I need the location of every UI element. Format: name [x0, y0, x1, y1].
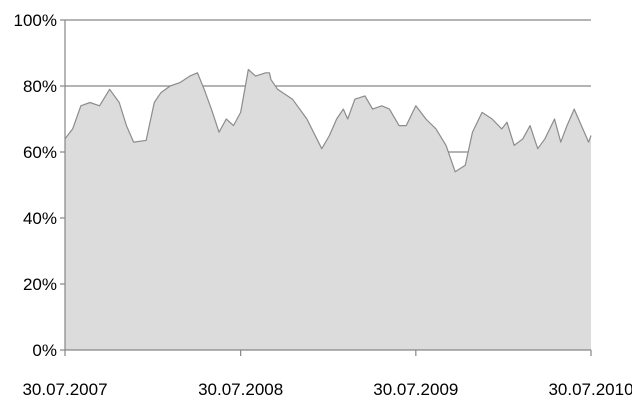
y-tick-label: 60%	[23, 143, 57, 162]
y-tick-label: 20%	[23, 275, 57, 294]
y-tick-label: 40%	[23, 209, 57, 228]
plot-area	[64, 68, 592, 350]
x-tick-label: 30.07.2010	[548, 380, 632, 399]
x-tick-label: 30.07.2008	[198, 380, 283, 399]
axes	[60, 19, 592, 356]
x-tick-label: 30.07.2007	[22, 380, 107, 399]
y-tick-label: 100%	[14, 11, 57, 30]
x-tick-label: 30.07.2009	[373, 380, 458, 399]
tick-labels: 0% 20% 40% 60% 80% 100% 30.07.2007 30.07.2008 30…	[14, 11, 632, 399]
series-area	[65, 69, 591, 350]
series-line	[64, 68, 592, 173]
y-tick-label: 80%	[23, 77, 57, 96]
y-tick-label: 0%	[32, 341, 57, 360]
